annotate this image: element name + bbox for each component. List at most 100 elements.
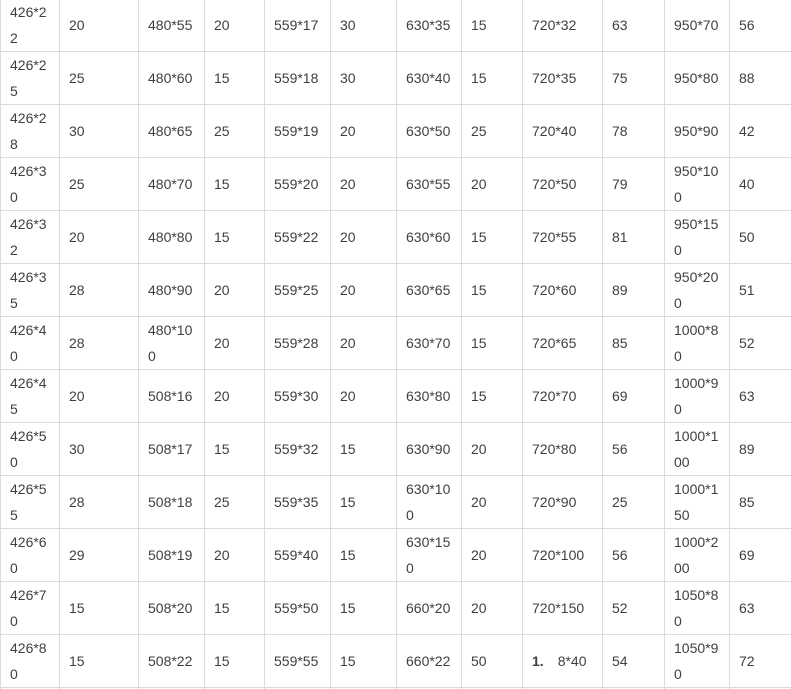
qty-cell: 63 [729,369,791,423]
qty-cell: 25 [461,104,523,158]
size-cell: 720*60 [522,263,603,317]
size-cell: 480*55 [138,0,205,52]
qty-cell: 30 [330,51,397,105]
size-cell: 1000*90 [664,369,730,423]
qty-cell: 25 [204,475,265,529]
qty-cell: 85 [602,316,665,370]
size-cell: 720*35 [522,51,603,105]
size-cell: 426*40 [0,316,60,370]
qty-cell: 15 [330,528,397,582]
qty-cell: 20 [59,210,139,264]
table-row: 426*25 25 480*60 15 559*18 30 630*40 15 720*35 75… [0,51,791,105]
qty-cell: 50 [461,634,523,688]
size-cell: 630*90 [396,422,462,476]
qty-cell: 25 [59,51,139,105]
qty-cell: 29 [59,528,139,582]
size-cell: 426*45 [0,369,60,423]
size-cell: 1000*200 [664,528,730,582]
table-row: 426*30 25 480*70 15 559*20 20 630*55 20 720*50 79… [0,157,791,211]
size-cell: 1. 8*40 [522,634,603,688]
size-cell: 630*70 [396,316,462,370]
qty-cell: 15 [330,475,397,529]
qty-cell: 88 [729,51,791,105]
qty-cell: 75 [602,51,665,105]
size-cell-text: 8*40 [557,653,587,669]
size-cell: 508*22 [138,634,205,688]
size-cell: 630*100 [396,475,462,529]
size-cell: 426*50 [0,422,60,476]
qty-cell: 78 [602,104,665,158]
table-row: 426*35 28 480*90 20 559*25 20 630*65 15 720*60 89… [0,263,791,317]
size-cell: 720*70 [522,369,603,423]
qty-cell: 15 [330,422,397,476]
size-cell: 950*90 [664,104,730,158]
table-row: 426*28 30 480*65 25 559*19 20 630*50 25 720*40 78… [0,104,791,158]
qty-cell: 15 [461,0,523,52]
size-cell: 480*80 [138,210,205,264]
qty-cell: 63 [602,0,665,52]
table-row: 426*45 20 508*16 20 559*30 20 630*80 15 720*70 69… [0,369,791,423]
size-cell: 426*35 [0,263,60,317]
size-cell: 630*150 [396,528,462,582]
qty-cell: 15 [59,634,139,688]
qty-cell: 25 [204,104,265,158]
qty-cell: 51 [729,263,791,317]
qty-cell: 63 [729,581,791,635]
size-cell: 950*80 [664,51,730,105]
qty-cell: 20 [461,581,523,635]
size-cell: 720*100 [522,528,603,582]
qty-cell: 15 [461,369,523,423]
qty-cell: 30 [59,422,139,476]
table-row: 426*32 20 480*80 15 559*22 20 630*60 15 720*55 81… [0,210,791,264]
table-row: 426*40 28 480*100 20 559*28 20 630*70 15 720*65 8… [0,316,791,370]
size-cell: 559*35 [264,475,331,529]
size-cell: 950*200 [664,263,730,317]
size-cell: 1050*90 [664,634,730,688]
table-row: 426*80 15 508*22 15 559*55 15 660*22 50 1. 8*40 54… [0,634,791,688]
qty-cell: 15 [461,316,523,370]
size-cell: 630*55 [396,157,462,211]
size-cell: 426*80 [0,634,60,688]
qty-cell: 20 [461,528,523,582]
size-cell: 559*19 [264,104,331,158]
size-cell: 720*150 [522,581,603,635]
qty-cell: 25 [602,475,665,529]
qty-cell: 20 [330,210,397,264]
qty-cell: 72 [729,634,791,688]
qty-cell: 52 [729,316,791,370]
size-cell: 480*90 [138,263,205,317]
size-cell: 720*90 [522,475,603,529]
size-cell: 426*70 [0,581,60,635]
size-cell: 480*60 [138,51,205,105]
table-row: 426*60 29 508*19 20 559*40 15 630*150 20 720*100… [0,528,791,582]
qty-cell: 28 [59,475,139,529]
qty-cell: 89 [602,263,665,317]
size-cell: 1000*80 [664,316,730,370]
size-cell: 559*22 [264,210,331,264]
size-cell: 480*100 [138,316,205,370]
size-cell: 1000*100 [664,422,730,476]
size-cell: 559*18 [264,51,331,105]
qty-cell: 40 [729,157,791,211]
qty-cell: 20 [330,316,397,370]
qty-cell: 20 [204,316,265,370]
qty-cell: 52 [602,581,665,635]
table-row: 426*50 30 508*17 15 559*32 15 630*90 20 720*80 56… [0,422,791,476]
qty-cell: 69 [729,528,791,582]
size-cell: 508*16 [138,369,205,423]
size-cell: 559*20 [264,157,331,211]
size-cell: 559*32 [264,422,331,476]
size-cell: 950*100 [664,157,730,211]
qty-cell: 81 [602,210,665,264]
size-cell: 720*32 [522,0,603,52]
qty-cell: 20 [59,0,139,52]
qty-cell: 20 [59,369,139,423]
size-cell: 630*35 [396,0,462,52]
table-row-partial [0,687,791,689]
qty-cell: 15 [204,210,265,264]
qty-cell: 15 [204,157,265,211]
list-marker: 1. [532,653,544,669]
qty-cell: 20 [204,369,265,423]
size-cell: 720*55 [522,210,603,264]
